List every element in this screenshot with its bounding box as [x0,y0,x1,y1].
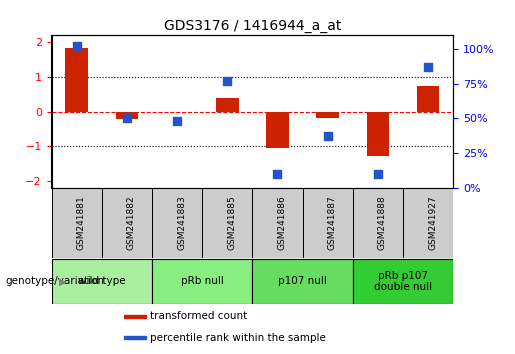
Bar [124,336,146,339]
Bar [52,259,152,303]
Point [123,116,131,121]
Text: GSM241888: GSM241888 [378,196,387,250]
Point [424,64,432,70]
Bar [52,188,102,258]
Text: ▶: ▶ [59,276,67,286]
Text: percentile rank within the sample: percentile rank within the sample [150,332,326,343]
Point [73,44,81,49]
Bar [316,112,339,118]
Bar [152,188,202,258]
Text: transformed count: transformed count [150,311,247,321]
Bar [367,112,389,156]
Bar [124,315,146,318]
Text: genotype/variation: genotype/variation [5,276,104,286]
Point [374,171,382,177]
Text: GSM241883: GSM241883 [177,196,186,250]
Bar [152,259,252,303]
Bar [403,188,453,258]
Text: GSM241882: GSM241882 [127,196,136,250]
Point [223,78,231,84]
Bar [266,112,289,148]
Text: GSM241885: GSM241885 [227,196,236,250]
Text: GSM241886: GSM241886 [278,196,286,250]
Point [323,133,332,139]
Title: GDS3176 / 1416944_a_at: GDS3176 / 1416944_a_at [164,19,341,33]
Bar [353,188,403,258]
Text: GSM241881: GSM241881 [77,196,85,250]
Bar [417,86,439,112]
Bar [252,188,303,258]
Text: pRb p107
double null: pRb p107 double null [374,270,432,292]
Point [173,118,181,124]
Bar [216,98,238,112]
Bar [252,259,353,303]
Point [273,171,282,177]
Text: wild type: wild type [78,276,126,286]
Bar [202,188,252,258]
Text: p107 null: p107 null [278,276,327,286]
Bar [102,188,152,258]
Bar [303,188,353,258]
Bar [353,259,453,303]
Bar [115,112,138,119]
Text: GSM241887: GSM241887 [328,196,337,250]
Bar [65,47,88,112]
Text: GSM241927: GSM241927 [428,196,437,250]
Text: pRb null: pRb null [181,276,224,286]
